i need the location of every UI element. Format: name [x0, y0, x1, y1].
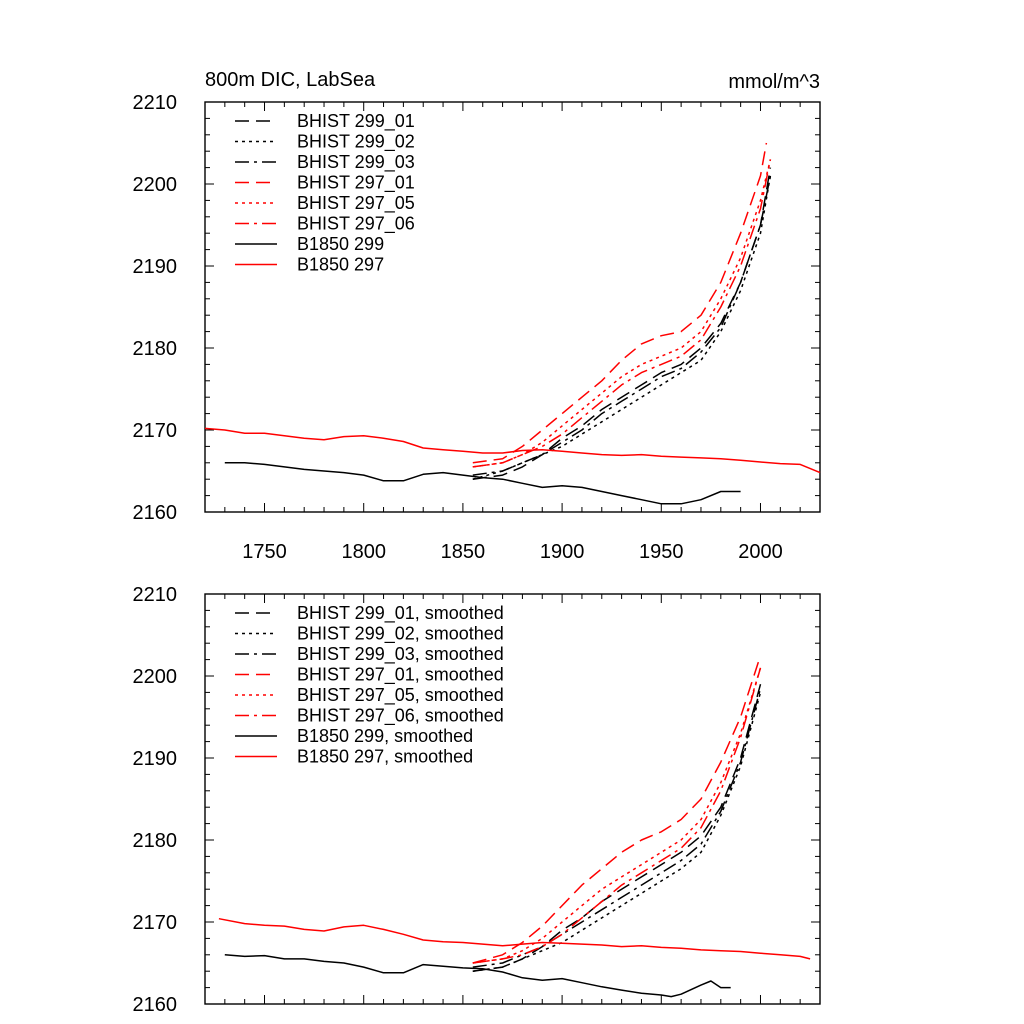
x-tick-label: 1950: [639, 541, 684, 563]
y-tick-label: 2160: [133, 502, 178, 524]
axis-ticks: [205, 101, 821, 513]
series-line-0: [472, 167, 772, 480]
plot-frame: [204, 593, 821, 1005]
y-tick-label: 2190: [133, 256, 178, 278]
series-line-3: [472, 655, 762, 964]
units-label: mmol/m^3: [728, 71, 820, 93]
series-line-1: [472, 692, 762, 972]
series-line-2: [472, 175, 772, 476]
series-line-4: [472, 667, 762, 964]
x-tick-label: 1850: [441, 541, 486, 563]
y-tick-label: 2200: [133, 174, 178, 196]
series-line-5: [472, 667, 762, 964]
y-tick-label: 2170: [133, 420, 178, 442]
axis-ticks: [205, 593, 821, 1005]
y-tick-label: 2200: [133, 666, 178, 688]
y-tick-label: 2180: [133, 830, 178, 852]
legend-label: BHIST 297_01, smoothed: [297, 665, 504, 686]
plot-frame: [204, 101, 821, 513]
x-tick-label: 2000: [738, 541, 783, 563]
series-line-1: [472, 175, 772, 480]
chart-panel-top: 800m DIC, LabSea mmol/m^3 21602170218021…: [133, 69, 821, 563]
x-tick-label: 1750: [242, 541, 287, 563]
series-line-6: [224, 954, 731, 998]
legend-label: B1850 297, smoothed: [297, 747, 473, 767]
y-tick-label: 2190: [133, 748, 178, 770]
y-tick-label: 2210: [133, 92, 178, 114]
legend-label: BHIST 299_01, smoothed: [297, 603, 504, 624]
x-tick-label: 1800: [341, 541, 386, 563]
chart-title: 800m DIC, LabSea: [205, 69, 376, 91]
series-line-7: [218, 917, 811, 960]
series-line-3: [472, 142, 768, 464]
series-line-7: [204, 427, 821, 474]
legend-label: BHIST 297_05, smoothed: [297, 685, 504, 706]
legend-label: B1850 297: [297, 255, 384, 275]
series-line-2: [472, 688, 762, 968]
legend-label: BHIST 297_06, smoothed: [297, 706, 504, 727]
legend-label: BHIST 297_06: [297, 214, 415, 235]
legend-label: BHIST 297_05: [297, 193, 415, 214]
legend-label: BHIST 299_03: [297, 152, 415, 173]
legend-label: B1850 299, smoothed: [297, 726, 473, 746]
series-line-6: [224, 462, 741, 505]
y-tick-label: 2210: [133, 584, 178, 606]
y-tick-label: 2180: [133, 338, 178, 360]
series-line-5: [472, 159, 772, 468]
y-tick-label: 2170: [133, 912, 178, 934]
tick-labels: 2160 2170 2180 2190 2200 2210: [133, 584, 178, 1016]
y-tick-label: 2160: [133, 994, 178, 1016]
legend-label: BHIST 299_01: [297, 111, 415, 132]
legend-label: B1850 299: [297, 234, 384, 254]
series-line-0: [472, 684, 762, 972]
legend-label: BHIST 299_02: [297, 132, 415, 153]
x-tick-label: 1900: [540, 541, 585, 563]
legend-label: BHIST 299_03, smoothed: [297, 644, 504, 665]
tick-labels: 2160 2170 2180 2190 2200 2210 1750 1800 1850 1900…: [133, 92, 783, 563]
chart-panel-bottom: 2160 2170 2180 2190 2200 2210 BHIST 299_01, s…: [133, 584, 821, 1016]
series-lines: [204, 142, 821, 505]
series-lines: [218, 655, 811, 998]
legend-label: BHIST 299_02, smoothed: [297, 624, 504, 645]
legend-label: BHIST 297_01: [297, 173, 415, 194]
series-line-4: [472, 159, 772, 468]
